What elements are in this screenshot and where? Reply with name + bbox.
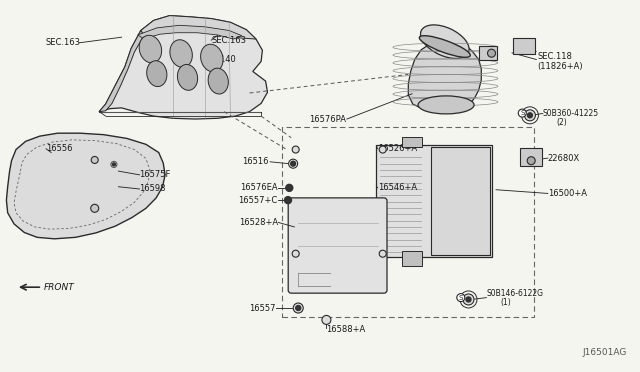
Circle shape bbox=[527, 157, 535, 165]
Bar bbox=[479, 45, 497, 60]
Ellipse shape bbox=[420, 25, 469, 58]
Text: 16588+A: 16588+A bbox=[326, 325, 365, 334]
Text: 16516: 16516 bbox=[243, 157, 269, 166]
Text: J16501AG: J16501AG bbox=[583, 348, 627, 357]
Circle shape bbox=[113, 163, 115, 166]
Text: (2): (2) bbox=[557, 118, 568, 126]
Polygon shape bbox=[99, 31, 144, 112]
Text: 16526+A: 16526+A bbox=[378, 144, 417, 153]
Ellipse shape bbox=[208, 68, 228, 94]
Circle shape bbox=[91, 204, 99, 212]
Circle shape bbox=[292, 146, 299, 153]
Polygon shape bbox=[99, 16, 268, 119]
Text: 16575F: 16575F bbox=[140, 170, 171, 179]
Bar bbox=[402, 251, 422, 266]
Text: S0B360-41225: S0B360-41225 bbox=[543, 109, 599, 118]
Ellipse shape bbox=[177, 64, 198, 90]
Circle shape bbox=[293, 303, 303, 313]
Circle shape bbox=[466, 297, 471, 302]
Text: S0B146-6122G: S0B146-6122G bbox=[486, 289, 543, 298]
Bar bbox=[431, 147, 490, 255]
Text: SEC.140: SEC.140 bbox=[202, 55, 236, 64]
Text: S: S bbox=[520, 110, 524, 116]
Circle shape bbox=[524, 110, 536, 121]
Ellipse shape bbox=[200, 44, 223, 72]
Circle shape bbox=[285, 197, 291, 203]
Text: FRONT: FRONT bbox=[44, 283, 74, 292]
Text: (11826+A): (11826+A) bbox=[538, 62, 583, 71]
Circle shape bbox=[111, 161, 117, 167]
Circle shape bbox=[291, 161, 296, 166]
Circle shape bbox=[380, 250, 386, 257]
Ellipse shape bbox=[147, 61, 167, 87]
Circle shape bbox=[296, 305, 301, 311]
Circle shape bbox=[463, 294, 474, 305]
Circle shape bbox=[92, 157, 98, 163]
Circle shape bbox=[286, 185, 292, 191]
Text: (1): (1) bbox=[500, 298, 511, 307]
Circle shape bbox=[322, 315, 331, 324]
Text: 16576PA: 16576PA bbox=[308, 115, 346, 124]
Ellipse shape bbox=[419, 36, 470, 57]
Ellipse shape bbox=[170, 40, 193, 67]
Ellipse shape bbox=[418, 96, 474, 114]
Text: 16557+C: 16557+C bbox=[239, 196, 278, 205]
Circle shape bbox=[457, 294, 465, 302]
Circle shape bbox=[527, 113, 532, 118]
Circle shape bbox=[289, 159, 298, 168]
Text: S: S bbox=[459, 295, 463, 301]
Text: 16500+A: 16500+A bbox=[548, 189, 587, 198]
Text: SEC.163: SEC.163 bbox=[45, 38, 80, 47]
Polygon shape bbox=[138, 25, 242, 39]
Text: SEC.118: SEC.118 bbox=[538, 52, 572, 61]
Bar bbox=[402, 137, 422, 147]
Circle shape bbox=[518, 109, 526, 117]
Text: SEC.163: SEC.163 bbox=[211, 36, 246, 45]
Polygon shape bbox=[6, 133, 165, 239]
Text: 22680X: 22680X bbox=[548, 154, 580, 163]
Ellipse shape bbox=[139, 35, 162, 63]
Circle shape bbox=[292, 250, 299, 257]
Text: 16546+A: 16546+A bbox=[378, 183, 417, 192]
Circle shape bbox=[380, 146, 386, 153]
Text: 16528+A: 16528+A bbox=[239, 218, 278, 227]
FancyBboxPatch shape bbox=[288, 198, 387, 293]
Bar bbox=[520, 148, 541, 166]
Text: 16556: 16556 bbox=[46, 144, 72, 153]
Text: 16557: 16557 bbox=[249, 304, 275, 313]
Bar bbox=[513, 38, 535, 54]
Polygon shape bbox=[408, 40, 481, 110]
Text: 16598: 16598 bbox=[140, 185, 166, 193]
Bar bbox=[282, 127, 534, 317]
Text: 16576EA: 16576EA bbox=[240, 183, 278, 192]
Circle shape bbox=[488, 49, 495, 57]
Polygon shape bbox=[141, 16, 256, 39]
Bar bbox=[376, 145, 492, 257]
